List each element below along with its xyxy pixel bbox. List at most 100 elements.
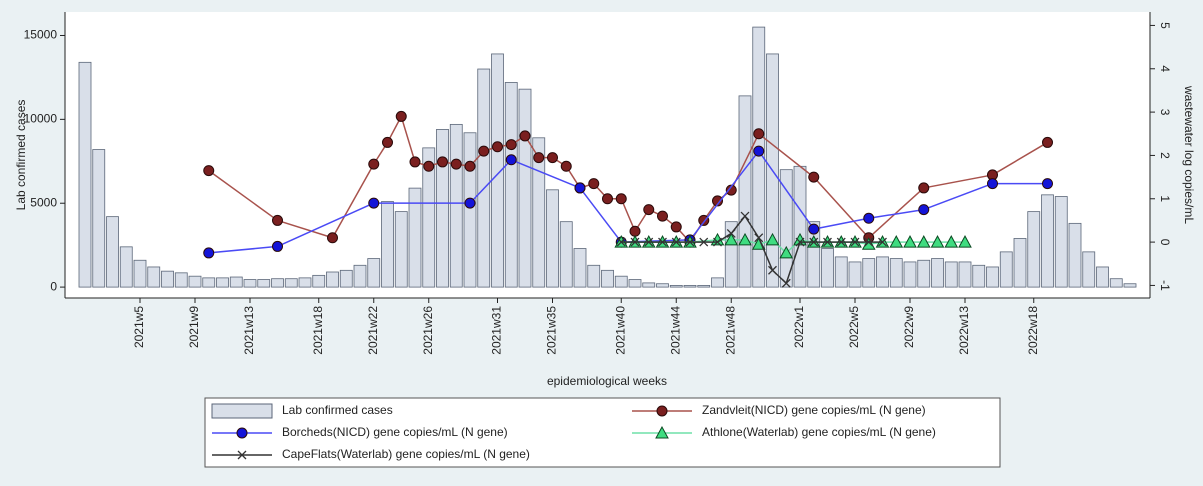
point	[713, 237, 722, 247]
x-tick-label: 2021w18	[311, 306, 325, 355]
line-segment	[331, 163, 375, 239]
legend-marker	[656, 405, 668, 417]
line-segment	[923, 174, 993, 189]
point	[644, 237, 654, 247]
point	[809, 237, 819, 247]
bar	[573, 248, 587, 288]
bar	[807, 221, 821, 288]
bar	[711, 277, 724, 288]
bar	[367, 258, 381, 288]
point	[382, 136, 393, 148]
y2-tick-label: 5	[1158, 22, 1172, 29]
point	[533, 152, 545, 164]
bar	[724, 221, 738, 288]
point	[478, 145, 490, 157]
line-segment	[469, 159, 512, 204]
point	[765, 232, 780, 246]
point	[519, 130, 531, 142]
bar	[546, 189, 559, 288]
point	[930, 235, 945, 248]
line-segment	[758, 133, 815, 178]
bar	[1109, 278, 1123, 288]
point	[958, 235, 972, 248]
line-segment	[744, 215, 760, 239]
point	[616, 237, 626, 247]
line-segment	[277, 219, 333, 239]
bar	[1082, 251, 1096, 288]
point	[944, 235, 959, 248]
point	[740, 211, 750, 221]
x-tick-label: 2021w31	[490, 306, 504, 355]
bar	[944, 261, 958, 288]
line-segment	[510, 159, 581, 189]
bar	[876, 256, 889, 288]
legend-marker	[237, 450, 247, 460]
line-segment	[689, 150, 760, 241]
bar	[793, 165, 807, 288]
bar	[436, 129, 449, 288]
bar	[422, 147, 436, 288]
point	[878, 237, 887, 247]
y2-tick-label: -1	[1158, 280, 1172, 291]
bar	[216, 277, 229, 288]
bar	[848, 261, 862, 288]
bar	[106, 216, 119, 288]
bar	[1054, 196, 1068, 288]
bar	[601, 269, 614, 288]
point	[547, 152, 558, 164]
point	[658, 237, 667, 247]
point	[492, 141, 503, 153]
bar	[697, 285, 711, 288]
point	[450, 158, 462, 170]
point	[368, 158, 380, 170]
x-tick-label: 2022w9	[902, 306, 916, 348]
point	[850, 237, 860, 247]
point	[724, 232, 739, 246]
bar	[449, 123, 463, 288]
line-segment	[813, 176, 870, 239]
legend-label: Lab confirmed cases	[282, 403, 393, 417]
line-segment	[868, 208, 924, 220]
legend-label: Zandvleit(NICD) gene copies/mL (N gene)	[702, 403, 926, 417]
bar	[92, 149, 106, 288]
bar	[1027, 211, 1041, 288]
line-segment	[400, 116, 416, 163]
point	[464, 160, 476, 172]
point	[918, 204, 930, 216]
y-tick-label: 0	[50, 279, 57, 293]
y2-axis-title: wastewater log copies/mL	[1182, 85, 1196, 224]
point	[918, 182, 930, 194]
bar	[628, 279, 642, 288]
line-segment	[868, 187, 925, 239]
x-tick-label: 2021w35	[545, 306, 559, 355]
bar	[119, 246, 133, 288]
bar	[958, 261, 972, 288]
bar	[202, 277, 216, 288]
point	[779, 245, 794, 259]
point	[505, 154, 517, 166]
legend-label: Borcheds(NICD) gene copies/mL (N gene)	[282, 425, 508, 439]
line-segment	[785, 241, 801, 284]
point	[726, 228, 736, 238]
bar	[271, 278, 284, 288]
line-segment	[277, 202, 375, 248]
y2-tick-label: 2	[1158, 152, 1172, 159]
point	[464, 197, 476, 209]
x-tick-label: 2021w48	[723, 306, 737, 355]
bar	[463, 132, 477, 288]
bar	[394, 211, 408, 288]
x-tick-label: 2021w22	[366, 306, 380, 355]
point	[657, 210, 668, 222]
x-tick-label: 2022w13	[957, 306, 971, 355]
point	[327, 232, 338, 244]
x-axis-title: epidemiological weeks	[547, 374, 667, 388]
bar	[587, 264, 601, 288]
y-tick-label: 10000	[24, 112, 58, 126]
bar	[559, 221, 573, 288]
point	[916, 235, 931, 248]
bar	[243, 279, 257, 288]
y2-tick-label: 3	[1158, 109, 1172, 116]
y-tick-label: 5000	[30, 195, 57, 209]
point	[823, 237, 832, 247]
